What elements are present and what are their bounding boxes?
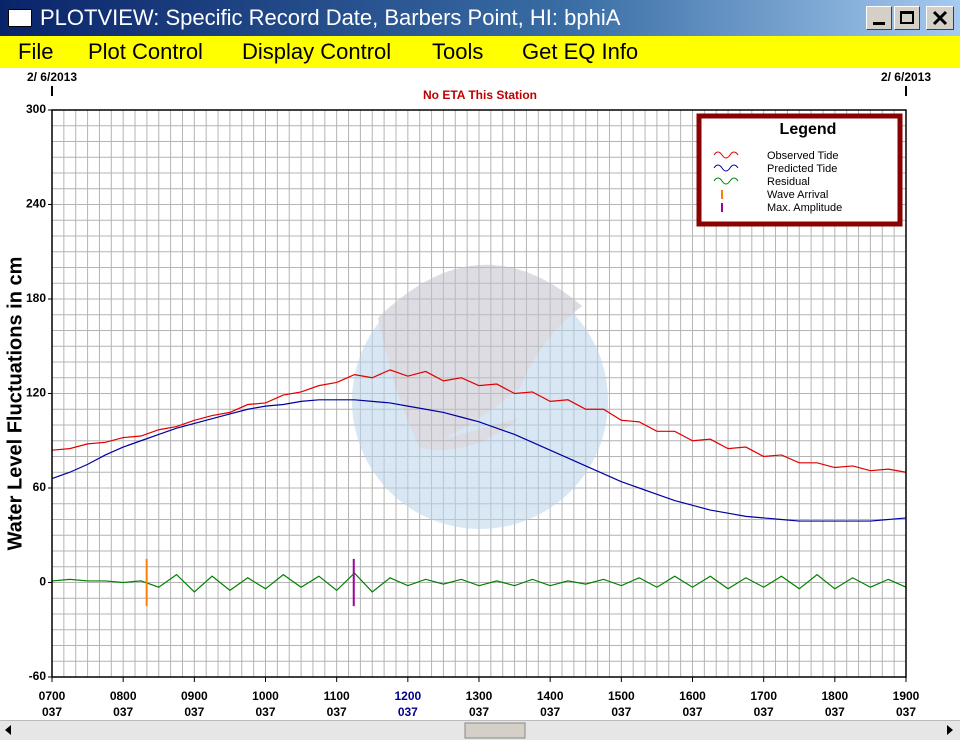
y-tick-label: 240 [26,197,46,211]
legend-title: Legend [780,121,837,138]
x-tick-label: 1000 [252,689,279,703]
legend-swatch [713,177,739,185]
y-tick-label: 120 [26,386,46,400]
maximize-button[interactable] [894,6,920,30]
x-tick-label: 1200 [394,689,421,703]
x-tick-sublabel: 037 [896,705,916,719]
plot-frame [51,109,907,678]
x-tick-sublabel: 037 [611,705,631,719]
x-tick-label: 1400 [537,689,564,703]
x-tick-sublabel: 037 [113,705,133,719]
watermark-logo [352,264,608,529]
y-tick-label: 60 [33,480,47,494]
window-icon [8,9,32,27]
menu-item[interactable]: Get EQ Info [522,39,639,64]
window-title: PLOTVIEW: Specific Record Date, Barbers … [40,5,621,30]
x-tick-sublabel: 037 [469,705,489,719]
legend-label: Residual [767,176,810,188]
x-tick-label: 0700 [39,689,66,703]
close-button[interactable] [926,6,954,30]
y-axis-label: Water Level Fluctuations in cm [4,257,26,551]
x-tick-label: 1700 [750,689,777,703]
legend-swatch [713,151,739,159]
y-tick-label: -60 [29,669,47,683]
series-line [51,572,907,593]
series-line [51,369,907,473]
x-tick-sublabel: 037 [825,705,845,719]
annotation: No ETA This Station [423,88,537,102]
x-tick-sublabel: 037 [754,705,774,719]
x-tick-label: 1100 [324,689,350,703]
x-tick-sublabel: 037 [540,705,560,719]
x-tick-label: 1800 [821,689,848,703]
scrollbar[interactable] [0,720,960,740]
x-tick-label: 0800 [110,689,137,703]
x-tick-sublabel: 037 [255,705,275,719]
title-bar: PLOTVIEW: Specific Record Date, Barbers … [0,0,960,36]
series-line [51,399,907,522]
x-tick-sublabel: 037 [327,705,347,719]
x-tick-label: 1500 [608,689,635,703]
date-label: 2/ 6/2013 [27,70,77,84]
legend-swatch [713,164,739,172]
menu-item[interactable]: Plot Control [88,39,203,64]
menu-item[interactable]: Display Control [242,39,392,64]
x-tick-sublabel: 037 [42,705,62,719]
minimize-button[interactable] [866,6,892,30]
menu-bar: File Plot Control Display Control Tools Get … [0,36,960,68]
x-tick-label: 0900 [181,689,208,703]
menu-item[interactable]: Tools [432,39,484,64]
legend-label: Observed Tide [767,150,839,162]
legend-label: Max. Amplitude [767,202,842,214]
x-tick-label: 1900 [893,689,920,703]
x-tick-sublabel: 037 [398,705,418,719]
chart: -60 0 60 120 180 240 300 0700 037 0800 037 0900 037 1… [4,70,931,719]
x-tick-label: 1600 [679,689,706,703]
legend-box [696,113,903,227]
x-tick-sublabel: 037 [184,705,204,719]
x-tick-sublabel: 037 [682,705,702,719]
x-tick-label: 1300 [466,689,493,703]
y-tick-label: 300 [26,102,46,116]
menu-item[interactable]: File [18,39,54,64]
legend-label: Predicted Tide [767,163,837,175]
y-tick-label: 0 [39,575,46,589]
date-label: 2/ 6/2013 [881,70,931,84]
legend-label: Wave Arrival [767,189,828,201]
y-tick-label: 180 [26,291,46,305]
